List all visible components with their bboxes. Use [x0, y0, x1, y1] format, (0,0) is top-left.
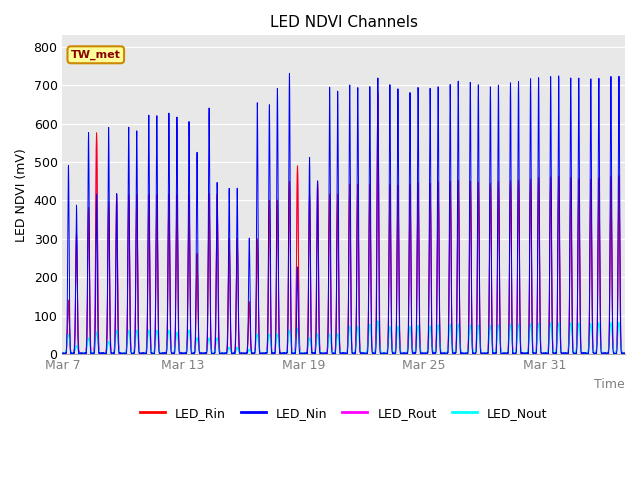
X-axis label: Time: Time [595, 377, 625, 391]
Text: TW_met: TW_met [71, 49, 121, 60]
Legend: LED_Rin, LED_Nin, LED_Rout, LED_Nout: LED_Rin, LED_Nin, LED_Rout, LED_Nout [135, 402, 552, 425]
Y-axis label: LED NDVI (mV): LED NDVI (mV) [15, 148, 28, 241]
Title: LED NDVI Channels: LED NDVI Channels [269, 15, 418, 30]
